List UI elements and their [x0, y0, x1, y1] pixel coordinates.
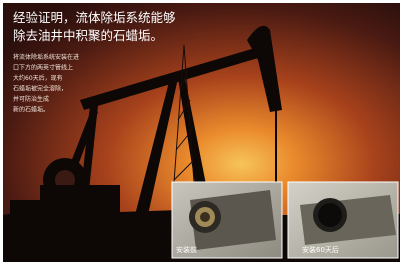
body-line: 口下方的两英寸管线上	[13, 64, 73, 72]
page: 经验证明，流体除垢系统能够 除去油井中积聚的石蜡垢。 将流体除垢系统安装在进口下…	[0, 0, 403, 265]
body-line: 石蜡垢被完全溶除，	[13, 85, 67, 93]
body-line: 并可防治生成	[13, 95, 49, 103]
body-line: 新的石蜡垢。	[13, 106, 49, 114]
photo-caption: 安装60天后	[302, 245, 339, 254]
headline-line: 除去油井中积聚的石蜡垢。	[13, 28, 163, 43]
body-line: 将流体除垢系统安装在进	[13, 53, 79, 61]
photo-after: 安装60天后	[288, 182, 398, 258]
photo-caption: 安装前	[176, 245, 197, 254]
headline-line: 经验证明，流体除垢系统能够	[13, 10, 176, 25]
poster: 经验证明，流体除垢系统能够 除去油井中积聚的石蜡垢。 将流体除垢系统安装在进口下…	[0, 0, 403, 265]
body-line: 大约60天后，现有	[13, 74, 63, 82]
photo-before: 安装前	[172, 182, 282, 258]
